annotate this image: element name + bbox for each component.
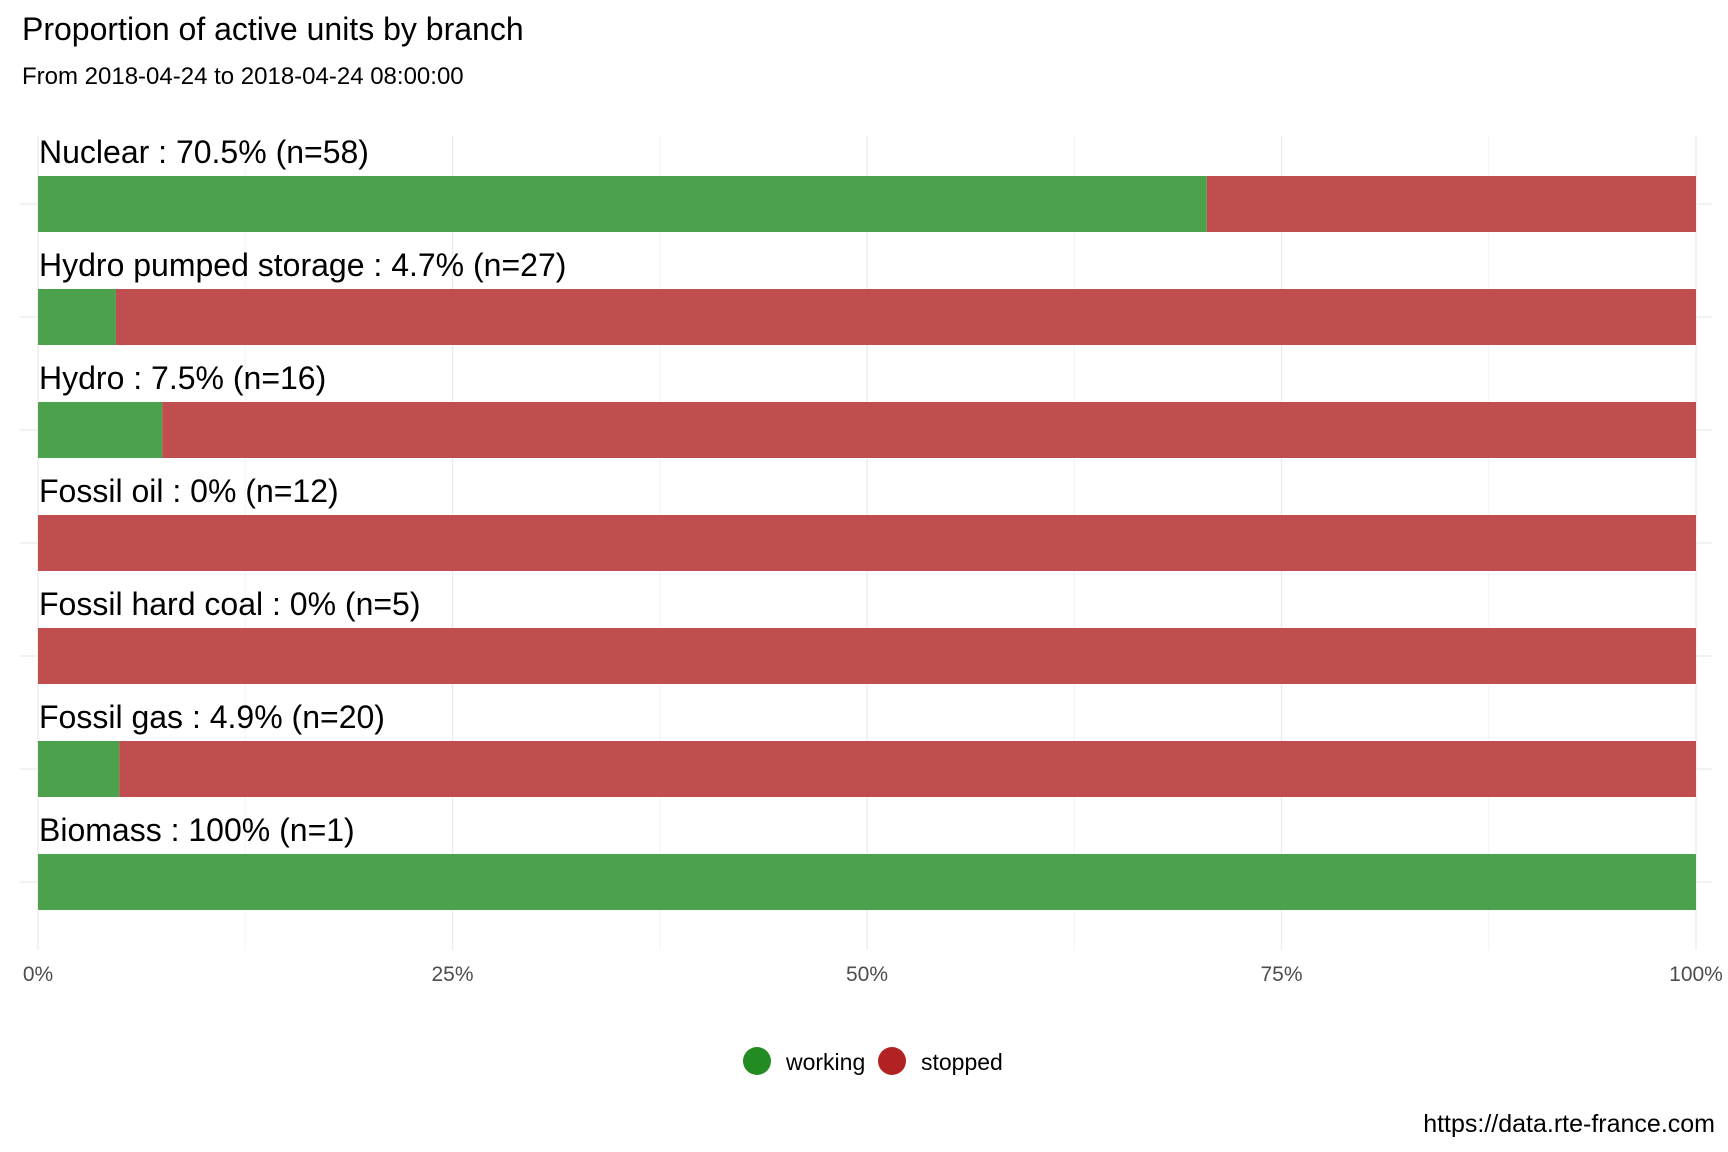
- legend-swatch-stopped: [878, 1047, 906, 1075]
- legend: working stopped: [743, 1047, 1003, 1075]
- bar-label: Hydro pumped storage : 4.7% (n=27): [39, 247, 566, 283]
- x-tick-label: 75%: [1260, 963, 1302, 986]
- bar-segment-working: [38, 741, 120, 797]
- bar-label: Hydro : 7.5% (n=16): [39, 360, 326, 396]
- x-tick-label: 50%: [846, 963, 888, 986]
- legend-label-working: working: [785, 1049, 865, 1075]
- legend-label-stopped: stopped: [921, 1049, 1003, 1075]
- x-axis-ticks: 0% 25% 50% 75% 100%: [23, 963, 1723, 986]
- bar-segment-stopped: [162, 402, 1697, 458]
- chart-caption: https://data.rte-france.com: [1423, 1110, 1715, 1138]
- legend-swatch-working: [743, 1047, 771, 1075]
- bar-label: Biomass : 100% (n=1): [39, 812, 355, 848]
- bar-segment-stopped: [115, 289, 1696, 345]
- x-tick-label: 0%: [23, 963, 53, 986]
- bar-label: Fossil gas : 4.9% (n=20): [39, 699, 385, 735]
- x-tick-label: 25%: [431, 963, 473, 986]
- bars: [38, 176, 1697, 910]
- bar-segment-working: [38, 289, 116, 345]
- bar-segment-stopped: [38, 515, 1696, 571]
- bar-labels: Nuclear : 70.5% (n=58) Hydro pumped stora…: [39, 134, 566, 848]
- bar-label: Fossil oil : 0% (n=12): [39, 473, 339, 509]
- chart-title: Proportion of active units by branch: [22, 11, 524, 47]
- bar-label: Nuclear : 70.5% (n=58): [39, 134, 369, 170]
- x-tick-label: 100%: [1669, 963, 1723, 986]
- bar-label: Fossil hard coal : 0% (n=5): [39, 586, 421, 622]
- chart-subtitle: From 2018-04-24 to 2018-04-24 08:00:00: [22, 63, 464, 90]
- bar-segment-stopped: [119, 741, 1697, 797]
- bar-segment-stopped: [38, 628, 1696, 684]
- bar-segment-working: [38, 402, 163, 458]
- bar-segment-working: [38, 854, 1696, 910]
- bar-segment-stopped: [1206, 176, 1696, 232]
- bar-segment-working: [38, 176, 1207, 232]
